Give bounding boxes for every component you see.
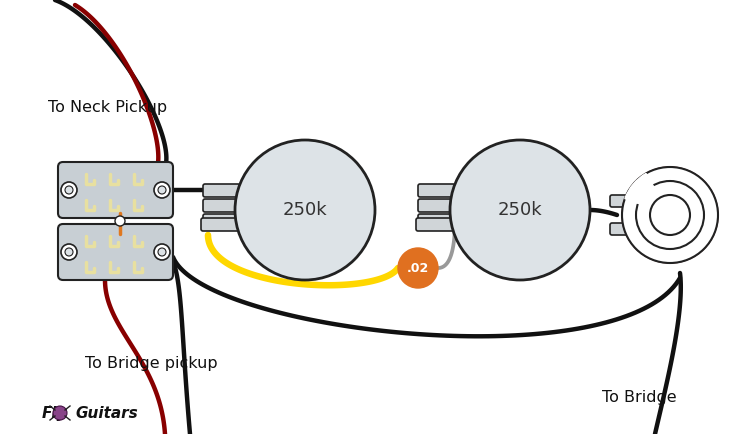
Text: 250k: 250k — [498, 201, 542, 219]
Circle shape — [398, 248, 438, 288]
Circle shape — [115, 216, 125, 226]
FancyBboxPatch shape — [203, 214, 240, 227]
Circle shape — [65, 186, 73, 194]
Circle shape — [61, 244, 77, 260]
Text: Guitars: Guitars — [75, 406, 138, 421]
FancyBboxPatch shape — [610, 195, 630, 207]
FancyBboxPatch shape — [418, 184, 455, 197]
Text: To Neck Pickup: To Neck Pickup — [48, 100, 167, 115]
Circle shape — [636, 181, 704, 249]
FancyBboxPatch shape — [418, 214, 455, 227]
Wedge shape — [625, 174, 670, 215]
Circle shape — [450, 140, 590, 280]
Circle shape — [622, 167, 718, 263]
Text: Fly: Fly — [42, 406, 68, 421]
Circle shape — [235, 140, 375, 280]
Circle shape — [650, 195, 690, 235]
FancyBboxPatch shape — [418, 199, 455, 212]
Circle shape — [158, 186, 166, 194]
Text: To Bridge: To Bridge — [602, 390, 676, 405]
Circle shape — [65, 248, 73, 256]
Circle shape — [61, 182, 77, 198]
Text: .02: .02 — [406, 262, 429, 274]
Circle shape — [158, 248, 166, 256]
Circle shape — [154, 244, 170, 260]
Circle shape — [622, 167, 718, 263]
FancyBboxPatch shape — [201, 218, 241, 231]
FancyBboxPatch shape — [58, 162, 173, 218]
Circle shape — [53, 406, 67, 420]
Text: 250k: 250k — [283, 201, 327, 219]
FancyBboxPatch shape — [416, 218, 456, 231]
FancyBboxPatch shape — [58, 224, 173, 280]
Text: To Bridge pickup: To Bridge pickup — [85, 356, 218, 371]
Circle shape — [154, 182, 170, 198]
Circle shape — [636, 181, 704, 249]
FancyBboxPatch shape — [203, 184, 240, 197]
FancyBboxPatch shape — [203, 199, 240, 212]
FancyBboxPatch shape — [610, 223, 630, 235]
